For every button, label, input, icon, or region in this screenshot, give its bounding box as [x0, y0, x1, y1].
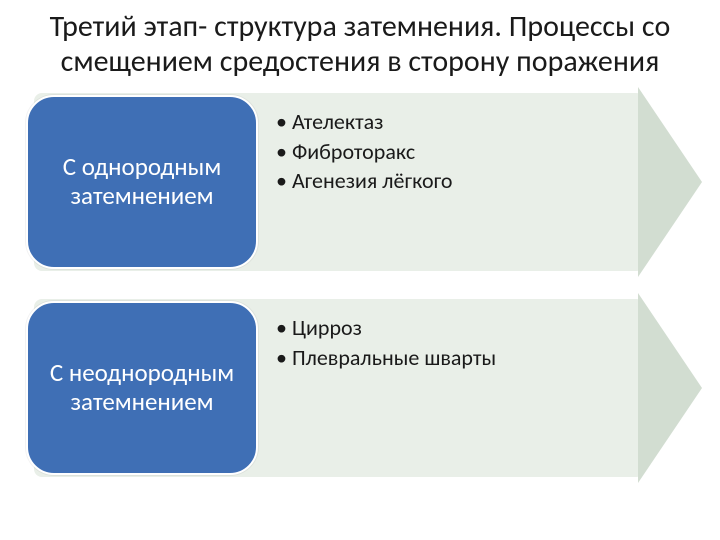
bullets-1: • Ателектаз • Фиброторакс • Агенезия лёг… — [276, 107, 453, 196]
bullets-2: • Цирроз • Плевральные шварты — [276, 313, 496, 372]
pill-2: С неоднородным затемнением — [26, 301, 258, 475]
slide: Третий этап- структура затемнения. Проце… — [0, 0, 720, 540]
diagram-row-2: С неоднородным затемнением • Цирроз • Пл… — [24, 299, 696, 477]
pill-2-label: С неоднородным затемнением — [40, 359, 244, 417]
bullet-2-1: • Цирроз — [276, 313, 496, 343]
bullet-1-1: • Ателектаз — [276, 107, 453, 137]
bullet-1-3: • Агенезия лёгкого — [276, 166, 453, 196]
bullet-2-2: • Плевральные шварты — [276, 343, 496, 373]
arrow-head-icon — [638, 87, 702, 277]
bullet-1-2: • Фиброторакс — [276, 137, 453, 167]
pill-1: С однородным затемнением — [26, 95, 258, 269]
diagram-rows: С однородным затемнением • Ателектаз • Ф… — [24, 93, 696, 477]
slide-title: Третий этап- структура затемнения. Проце… — [24, 10, 696, 79]
pill-1-label: С однородным затемнением — [40, 153, 244, 211]
diagram-row-1: С однородным затемнением • Ателектаз • Ф… — [24, 93, 696, 271]
arrow-head-icon — [638, 293, 702, 483]
